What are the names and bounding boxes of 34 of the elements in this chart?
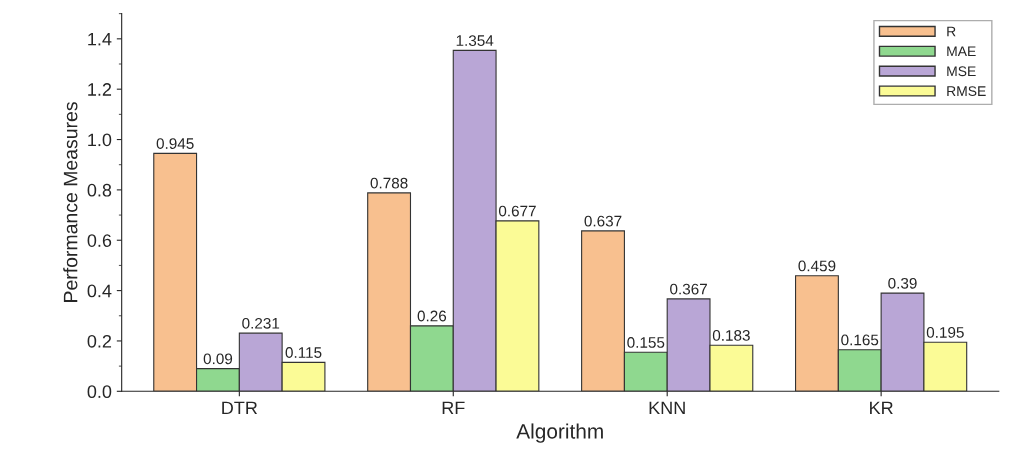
- data-label: 0.155: [627, 337, 665, 348]
- y-tick-label: 0.6: [87, 234, 112, 247]
- data-label: 0.115: [285, 347, 322, 358]
- y-tick-label: 0.4: [87, 284, 112, 298]
- legend-label: MAE: [947, 46, 976, 57]
- legend-label: RMSE: [947, 86, 986, 97]
- y-tick-label: 1.4: [88, 32, 112, 46]
- y-tick-label: 0.2: [87, 334, 112, 348]
- legend-label: R: [947, 26, 956, 37]
- data-label: 1.354: [456, 35, 494, 46]
- y-tick-label: 0.0: [87, 385, 112, 399]
- x-tick-label: KNN: [649, 401, 685, 415]
- data-label: 0.677: [498, 205, 536, 217]
- y-axis-title: Performance Measures: [63, 102, 78, 302]
- data-label: 0.39: [888, 277, 917, 289]
- data-label: 0.637: [584, 215, 622, 227]
- data-label: 0.09: [203, 353, 233, 365]
- x-axis-title: Algorithm: [516, 423, 603, 443]
- data-label: 0.26: [417, 310, 447, 322]
- data-label: 0.165: [841, 334, 879, 346]
- x-tick-label: KR: [870, 401, 893, 415]
- data-label: 0.195: [926, 326, 964, 338]
- data-label: 0.945: [156, 138, 194, 149]
- data-label: 0.459: [798, 260, 836, 272]
- legend-label: MSE: [947, 66, 976, 77]
- y-tick-label: 0.8: [87, 183, 112, 197]
- data-label: 0.231: [242, 317, 280, 329]
- y-tick-label: 1.2: [88, 83, 112, 96]
- data-label: 0.788: [370, 177, 408, 189]
- x-tick-label: RF: [442, 401, 465, 415]
- data-label: 0.183: [712, 330, 750, 341]
- data-label: 0.367: [670, 283, 707, 295]
- y-tick-label: 1.0: [88, 133, 112, 147]
- x-tick-label: DTR: [222, 401, 258, 415]
